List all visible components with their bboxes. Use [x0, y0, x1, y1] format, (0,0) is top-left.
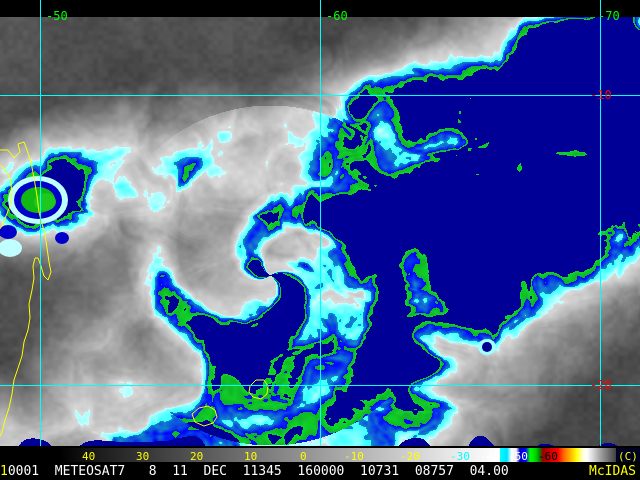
colorbar-tick-10: 10	[244, 450, 258, 463]
status-text: 0001 METEOSAT7 8 11 DEC 11345 160000 107…	[7, 464, 509, 479]
colorbar-tick-m10: -10	[344, 450, 364, 463]
bottom-info-panel: 40 30 20 10 0 -10 -20 -30 -40 -50 -60 (C…	[0, 446, 640, 480]
longitude-label-50: -50	[46, 9, 68, 23]
mcidas-brand-label: McIDAS	[589, 464, 636, 479]
colorbar-tick-m60: -60	[538, 450, 558, 463]
gridline-latitude-10	[0, 95, 640, 96]
temperature-colorbar[interactable]: 40 30 20 10 0 -10 -20 -30 -40 -50 -60 (C…	[0, 448, 640, 462]
latitude-label-20: -20	[590, 378, 612, 392]
colorbar-tick-20: 20	[190, 450, 204, 463]
colorbar-unit-background	[616, 448, 640, 462]
satellite-image-area[interactable]: -50 -60 -70 -10 -20	[0, 0, 640, 446]
status-sequence: 1	[0, 464, 8, 479]
gridline-longitude-60	[320, 0, 321, 446]
longitude-label-60: -60	[326, 9, 348, 23]
colorbar-gray-ramp	[60, 448, 500, 462]
longitude-label-70: -70	[598, 9, 620, 23]
colorbar-tick-0: 0	[300, 450, 307, 463]
gridline-latitude-20	[0, 385, 640, 386]
gridline-longitude-70	[600, 0, 601, 446]
colorbar-unit-label: (C)	[618, 450, 638, 463]
status-line: 10001 METEOSAT7 8 11 DEC 11345 160000 10…	[0, 464, 640, 480]
colorbar-enhancement-ramp	[500, 448, 616, 462]
colorbar-tick-40: 40	[82, 450, 96, 463]
colorbar-tick-m40: -40	[480, 450, 500, 463]
colorbar-tick-m50: -50	[508, 450, 528, 463]
latitude-label-10: -10	[590, 88, 612, 102]
colorbar-tick-30: 30	[136, 450, 150, 463]
colorbar-tick-m30: -30	[450, 450, 470, 463]
gridline-longitude-50	[40, 0, 41, 446]
colorbar-black-segment	[0, 448, 60, 462]
colorbar-tick-m20: -20	[400, 450, 420, 463]
